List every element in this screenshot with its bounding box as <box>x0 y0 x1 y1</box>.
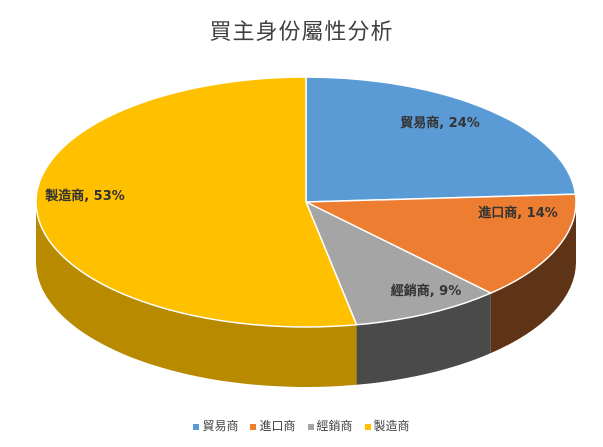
legend-swatch-3 <box>307 423 314 430</box>
legend-item-1: 貿易商 <box>193 417 238 434</box>
slice-2-top <box>305 193 577 294</box>
legend-swatch-1 <box>193 423 200 430</box>
legend-swatch-4 <box>364 423 371 430</box>
legend-swatch-2 <box>250 423 257 430</box>
slice-1-top <box>305 76 577 203</box>
slice-4-side <box>36 203 357 387</box>
legend-label-3: 經銷商 <box>316 419 353 433</box>
chart-title: 買主身份屬性分析 <box>209 20 394 45</box>
slice-3-top <box>304 200 493 326</box>
legend-label-2: 進口商 <box>259 419 296 433</box>
slice-2-data-label: 進口商, 14% <box>478 205 558 221</box>
slice-4-data-label: 製造商, 53% <box>44 188 125 204</box>
legend-item-4: 製造商 <box>364 417 410 434</box>
legend-item-2: 進口商 <box>250 417 296 434</box>
legend-label-4: 製造商 <box>373 419 410 433</box>
legend-label-1: 貿易商 <box>202 419 239 433</box>
slice-3-side <box>356 293 491 385</box>
slice-2-side <box>490 202 576 354</box>
legend-item-3: 經銷商 <box>307 417 353 434</box>
legend: 貿易商 進口商 經銷商 製造商 <box>0 417 603 434</box>
slice-4-top <box>35 76 358 328</box>
slice-3-data-label: 經銷商, 9% <box>391 283 462 299</box>
slice-1-data-label: 貿易商, 24% <box>400 115 480 131</box>
